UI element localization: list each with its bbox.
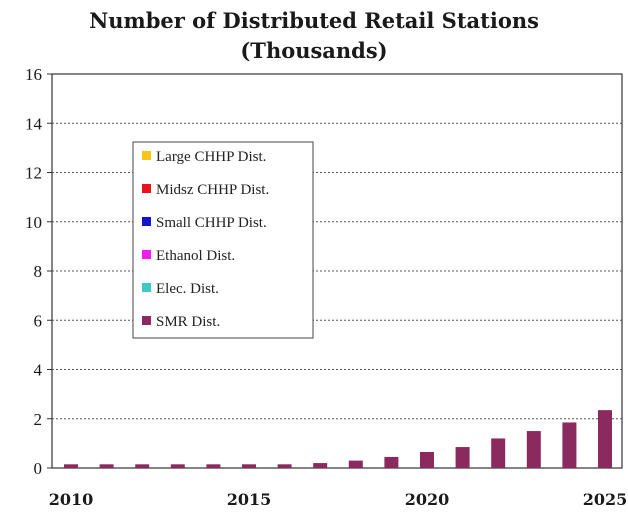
bar xyxy=(242,464,256,468)
bar xyxy=(420,451,434,468)
y-tick-label: 10 xyxy=(25,213,42,232)
legend-swatch xyxy=(142,184,151,193)
y-tick-label: 2 xyxy=(34,410,43,429)
legend-swatch xyxy=(142,316,151,325)
legend-label: Large CHHP Dist. xyxy=(156,149,266,165)
legend-swatch xyxy=(142,250,151,259)
bar xyxy=(206,464,221,468)
bar xyxy=(135,464,150,468)
y-tick-label: 12 xyxy=(25,164,42,183)
x-tick-label: 2025 xyxy=(583,490,628,509)
y-tick-label: 8 xyxy=(34,262,43,281)
x-tick-label: 2020 xyxy=(405,490,450,509)
y-tick-label: 0 xyxy=(34,459,43,478)
bar xyxy=(99,464,114,468)
bar xyxy=(491,438,506,468)
bar xyxy=(598,410,612,468)
legend-label: Elec. Dist. xyxy=(156,281,219,297)
bar xyxy=(526,431,541,468)
chart-title: Number of Distributed Retail Stations xyxy=(89,8,539,33)
legend-swatch xyxy=(142,151,151,160)
y-tick-label: 4 xyxy=(34,361,43,380)
legend-label: SMR Dist. xyxy=(156,314,220,330)
legend-swatch xyxy=(142,217,151,226)
legend-label: Ethanol Dist. xyxy=(156,248,235,264)
bar xyxy=(170,464,185,468)
legend-label: Small CHHP Dist. xyxy=(156,215,267,231)
y-tick-label: 6 xyxy=(34,311,43,330)
bar xyxy=(277,464,292,468)
x-tick-label: 2010 xyxy=(49,490,94,509)
x-tick-label: 2015 xyxy=(227,490,272,509)
chart-subtitle: (Thousands) xyxy=(240,38,388,63)
legend-swatch xyxy=(142,283,151,292)
y-tick-label: 16 xyxy=(25,65,42,84)
bar xyxy=(384,456,399,468)
bar xyxy=(562,422,577,468)
legend-label: Midsz CHHP Dist. xyxy=(156,182,269,198)
bar xyxy=(455,447,470,468)
bar xyxy=(64,464,78,468)
legend-box xyxy=(132,141,314,339)
y-tick-label: 14 xyxy=(25,114,43,133)
bar xyxy=(313,463,328,468)
bar xyxy=(348,460,363,468)
